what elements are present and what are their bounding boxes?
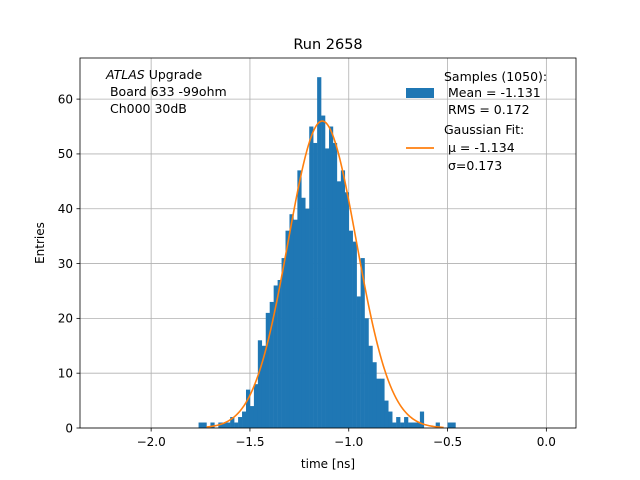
histogram-bar xyxy=(325,148,330,428)
histogram-bar xyxy=(400,422,405,428)
histogram-bar xyxy=(364,318,369,428)
histogram-bar xyxy=(404,417,409,428)
histogram-bar xyxy=(388,411,393,428)
histogram-bar xyxy=(356,296,361,428)
histogram-bar xyxy=(281,258,286,428)
histogram-bar xyxy=(242,411,247,428)
histogram-bar xyxy=(451,422,456,428)
y-tick-label: 0 xyxy=(65,421,73,435)
y-tick-label: 30 xyxy=(58,257,73,271)
x-tick-label: −1.5 xyxy=(235,435,264,449)
histogram-bar xyxy=(226,422,231,428)
histogram-bar xyxy=(297,170,302,429)
histogram-bar xyxy=(408,422,413,428)
annotation-upgrade: Upgrade xyxy=(145,67,203,82)
histogram-bar xyxy=(348,230,353,428)
histogram-bar xyxy=(447,422,452,428)
histogram-bar xyxy=(265,312,270,428)
legend-fit-label-2: μ = -1.134 xyxy=(444,140,515,155)
chart-title: Run 2658 xyxy=(293,37,362,53)
histogram-bar xyxy=(230,417,235,428)
y-tick-label: 40 xyxy=(58,202,73,216)
histogram-bar xyxy=(392,422,397,428)
histogram-bar xyxy=(368,345,373,428)
histogram-bar xyxy=(344,192,349,428)
legend: Samples (1050): Mean = -1.131 RMS = 0.17… xyxy=(406,69,547,173)
histogram-bar xyxy=(269,301,274,428)
x-tick-label: 0.0 xyxy=(537,435,556,449)
legend-histogram-label-1: Samples (1050): xyxy=(444,69,547,84)
x-tick-label: −0.5 xyxy=(433,435,462,449)
histogram-bar xyxy=(222,422,227,428)
histogram-bar xyxy=(238,417,243,428)
histogram-bar xyxy=(234,422,239,428)
histogram-bar xyxy=(435,422,440,428)
y-tick-label: 50 xyxy=(58,147,73,161)
histogram-bar xyxy=(328,126,334,428)
histogram-bar xyxy=(301,197,306,428)
x-axis-ticks: −2.0 −1.5 −1.0 −0.5 0.0 xyxy=(137,428,556,449)
y-tick-label: 60 xyxy=(58,92,73,106)
histogram-bar xyxy=(396,417,401,428)
histogram-bar xyxy=(309,126,314,428)
histogram-bar xyxy=(202,422,207,428)
y-axis-label: Entries xyxy=(33,222,47,264)
histogram-bar xyxy=(218,422,223,428)
histogram-bar xyxy=(411,422,417,428)
annotation-atlas: ATLAS xyxy=(105,67,145,82)
x-axis-label: time [ns] xyxy=(301,457,355,471)
legend-fit-label-3: σ=0.173 xyxy=(444,158,502,173)
gaussian-fit-curve xyxy=(206,120,444,429)
histogram-bar xyxy=(384,400,389,428)
histogram-bar xyxy=(419,411,425,428)
histogram-bar xyxy=(380,378,385,428)
histogram-bar xyxy=(372,362,377,428)
annotation-line-3: Ch000 30dB xyxy=(106,101,187,116)
histogram-bar xyxy=(360,258,365,428)
histogram-bars xyxy=(198,77,456,429)
histogram-bar xyxy=(289,214,294,428)
histogram-bar xyxy=(210,422,215,428)
x-tick-label: −2.0 xyxy=(137,435,166,449)
legend-histogram-label-2: Mean = -1.131 xyxy=(444,85,541,100)
histogram-bar xyxy=(249,406,255,428)
legend-fit-label-1: Gaussian Fit: xyxy=(444,122,524,137)
histogram-bar xyxy=(313,142,318,429)
histogram-bar xyxy=(253,384,259,428)
histogram-bar xyxy=(198,422,203,428)
x-tick-label: −1.0 xyxy=(334,435,363,449)
histogram-bar xyxy=(317,77,322,429)
histogram-bar xyxy=(261,345,267,428)
histogram-bar xyxy=(305,208,310,428)
histogram-bar xyxy=(245,389,251,428)
annotation-line-1: ATLAS Upgrade xyxy=(105,67,202,82)
histogram-bar xyxy=(336,181,342,428)
legend-histogram-label-3: RMS = 0.172 xyxy=(444,102,530,117)
histogram-bar xyxy=(332,142,338,429)
annotation-line-2: Board 633 -99ohm xyxy=(106,84,227,99)
histogram-bar xyxy=(376,378,381,428)
y-tick-label: 10 xyxy=(58,366,73,380)
histogram-bar xyxy=(415,422,421,428)
histogram-bar xyxy=(273,285,278,428)
plot-area-frame xyxy=(79,57,577,429)
histogram-bar xyxy=(285,230,290,428)
histogram-bar xyxy=(340,170,346,429)
histogram-bar xyxy=(257,340,263,428)
annotation: ATLAS Upgrade Board 633 -99ohm Ch000 30d… xyxy=(105,67,227,116)
y-axis-ticks: 0 10 20 30 40 50 60 xyxy=(58,92,80,435)
y-tick-label: 20 xyxy=(58,312,73,326)
histogram-bar xyxy=(321,115,326,429)
histogram-bar xyxy=(352,241,357,428)
histogram-bar xyxy=(277,280,282,428)
histogram-bar xyxy=(293,219,298,428)
legend-histogram-swatch xyxy=(406,88,434,98)
